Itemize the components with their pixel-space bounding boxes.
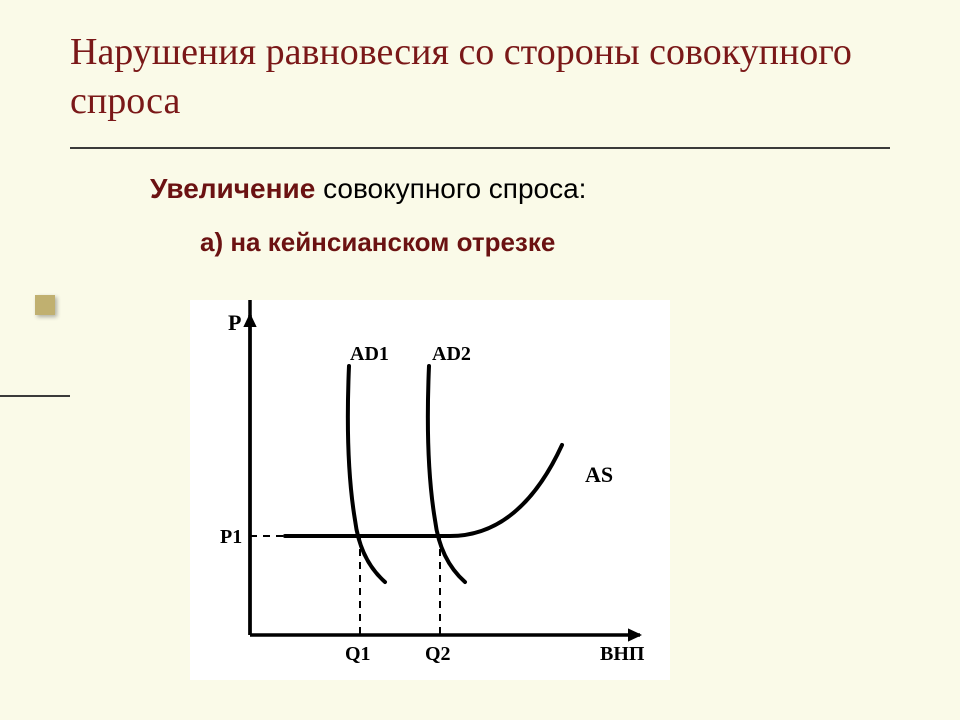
y-axis-arrow (243, 313, 256, 327)
label-as: AS (585, 462, 613, 487)
label-y_axis: P (228, 310, 241, 335)
label-q2: Q2 (425, 643, 451, 665)
economics-chart: P ВНП P1 Q1 Q2 AD1 AD2 AS (190, 300, 670, 680)
chart-area: P ВНП P1 Q1 Q2 AD1 AD2 AS (190, 300, 670, 680)
bullet-marker (35, 295, 55, 315)
side-underline (0, 395, 70, 397)
label-ad2: AD2 (432, 343, 471, 365)
slide-title: Нарушения равновесия со стороны совокупн… (70, 28, 890, 127)
x-axis-arrow (628, 628, 642, 641)
label-q1: Q1 (345, 643, 371, 665)
label-ad1: AD1 (350, 343, 389, 365)
subtitle-line-2: а) на кейнсианском отрезке (200, 227, 890, 258)
subtitle-line-1: Увеличение совокупного спроса: (150, 173, 890, 205)
label-p1: P1 (220, 526, 242, 548)
subtitle-rest: совокупного спроса: (315, 173, 586, 204)
curve-ad1 (348, 366, 385, 582)
curve-as (285, 445, 562, 536)
curve-ad2 (428, 366, 465, 582)
subtitle-bold: Увеличение (150, 173, 315, 204)
label-x_axis: ВНП (600, 643, 645, 665)
